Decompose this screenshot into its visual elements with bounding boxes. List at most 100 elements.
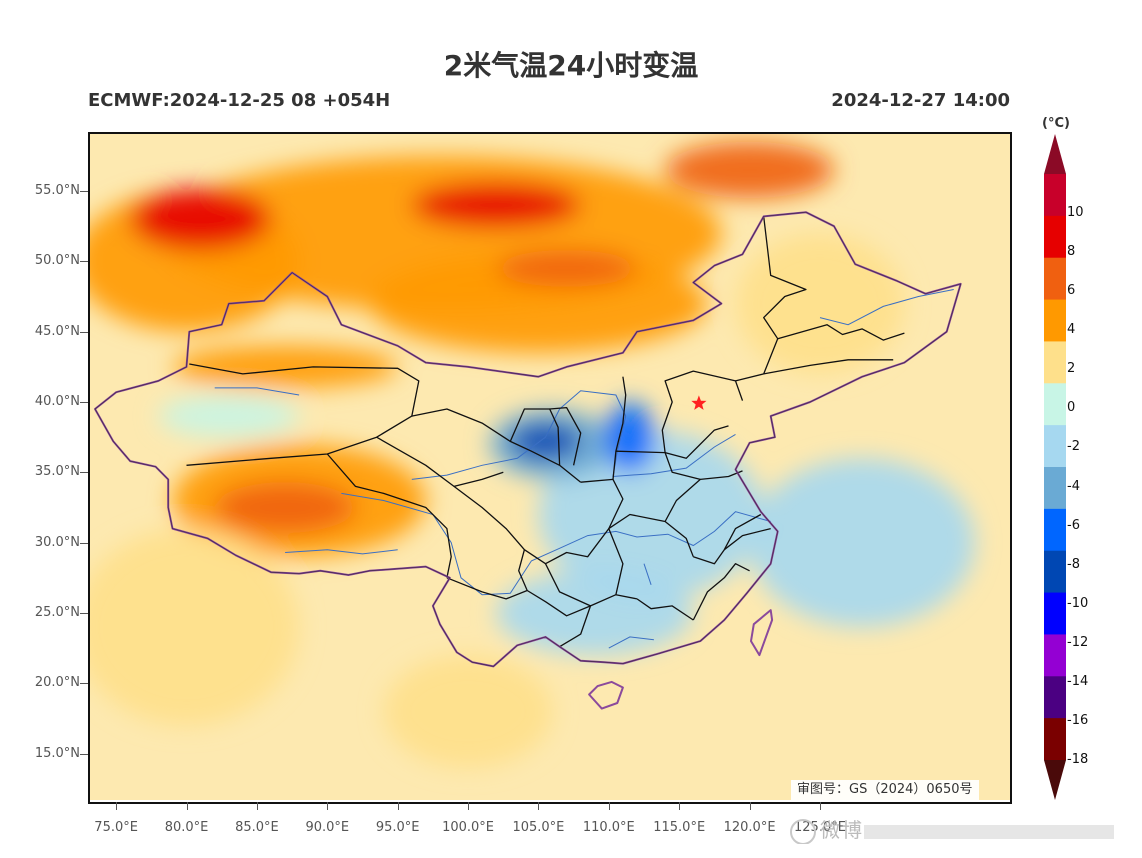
colorbar-tick-label: -10 (1067, 595, 1089, 611)
lon-tick-label: 75.0°E (94, 820, 138, 835)
watermark-handle (864, 824, 1114, 839)
lat-tick-label: 25.0°N (34, 604, 80, 620)
colorbar-tick-label: -2 (1067, 439, 1080, 455)
temp-region-india-mild (88, 528, 300, 726)
colorbar-segment (1044, 299, 1066, 342)
colorbar-segment (1044, 592, 1066, 635)
temp-region-tarim-cool (158, 394, 300, 438)
temperature-change-map[interactable] (88, 132, 1010, 800)
colorbar-extend-max-arrow (1044, 134, 1066, 174)
province-border (446, 577, 528, 600)
lat-tick-label: 40.0°N (34, 394, 80, 409)
colorbar-tick-label: 6 (1067, 283, 1076, 299)
province-border (763, 359, 894, 375)
lon-tick-label: 95.0°E (375, 820, 420, 835)
lat-tick-label: 30.0°N (34, 534, 80, 550)
colorbar-tick-label: 4 (1067, 322, 1076, 338)
colorbar-tick-label: -18 (1067, 752, 1089, 767)
province-border (777, 324, 905, 341)
temp-region-east-china-cool (538, 430, 764, 599)
lat-tick-label: 50.0°N (34, 253, 80, 269)
lon-tick-mark (679, 802, 681, 810)
lon-tick-mark (116, 802, 118, 810)
temp-region-altai-hot (411, 182, 581, 228)
colorbar-tick-label: -12 (1067, 634, 1089, 650)
temp-region-indochina-mild (383, 655, 553, 768)
river-line (608, 636, 654, 649)
chart-title: 2米气温24小时变温 (443, 49, 699, 82)
temp-region-tibet-hot (214, 482, 356, 533)
colorbar-segment (1044, 341, 1066, 384)
lat-tick-label: 35.0°N (34, 464, 80, 480)
colorbar-segment (1044, 383, 1066, 426)
temp-region-mongolia-hot (496, 250, 637, 287)
map-approval-number: 审图号：GS（2024）0650号 (791, 780, 979, 800)
lat-tick-mark (80, 683, 88, 685)
province-border (518, 549, 591, 617)
lat-tick-mark (80, 542, 88, 544)
province-border (692, 563, 750, 621)
colorbar-tick-label: -4 (1067, 478, 1080, 494)
province-border (723, 527, 771, 551)
taiwan-outline (750, 609, 774, 657)
watermark-text: 微博 (820, 818, 864, 842)
temp-region-xinjiang-warm (172, 345, 398, 388)
temp-region-siberia-hot (665, 141, 835, 199)
lon-tick-label: 115.0°E (653, 820, 706, 835)
temp-region-south-china-cool (496, 570, 694, 656)
province-border (664, 425, 729, 459)
river-layer (214, 289, 954, 649)
temp-region-loess-very-cold (510, 423, 581, 460)
capital-marker-layer (691, 395, 707, 410)
colorbar-extend-min-arrow (1044, 760, 1066, 800)
province-border (453, 485, 610, 565)
lat-tick-label: 45.0°N (34, 323, 80, 339)
colorbar-tick-label: 0 (1067, 400, 1076, 416)
colorbar-tick-label: -16 (1067, 712, 1089, 728)
lat-tick-mark (80, 402, 88, 403)
lon-tick-mark (186, 802, 188, 810)
national-border-layer (94, 211, 962, 710)
lat-tick-label: 15.0°N (34, 745, 80, 761)
lon-tick-label: 100.0°E (442, 820, 495, 835)
national-border-inner (94, 211, 962, 667)
province-border (608, 513, 694, 595)
river-line (285, 549, 398, 555)
colorbar-segment (1044, 508, 1066, 552)
lat-tick-mark (80, 191, 88, 193)
temp-region-northeast-mild (735, 233, 905, 374)
temp-region-sea-cool (749, 458, 975, 628)
lon-tick-label: 90.0°E (305, 820, 350, 835)
province-border (509, 408, 550, 442)
lon-tick-mark (468, 802, 470, 810)
colorbar-unit: (°C) (1042, 116, 1070, 131)
colorbar-tick-label: -8 (1067, 556, 1080, 572)
colorbar-segment (1044, 257, 1066, 301)
province-border (559, 605, 592, 648)
temperature-field (88, 141, 975, 768)
province-border (615, 450, 701, 481)
colorbar (1044, 134, 1066, 800)
lon-tick-mark (256, 802, 258, 810)
river-line (341, 492, 771, 596)
lat-tick-label: 20.0°N (34, 675, 80, 691)
map-panel[interactable] (88, 132, 1010, 800)
watermark: 微博 (790, 814, 1130, 844)
lon-tick-label: 105.0°E (512, 820, 565, 835)
colorbar-segment (1044, 425, 1066, 468)
lon-tick-label: 120.0°E (723, 820, 776, 835)
model-run-info: ECMWF:2024-12-25 08 +054H (88, 90, 391, 111)
lon-tick-label: 110.0°E (582, 820, 635, 835)
lat-tick-mark (80, 472, 88, 474)
colorbar-segment (1044, 718, 1066, 761)
colorbar-segment (1044, 634, 1066, 677)
province-borders (186, 216, 905, 648)
province-border (186, 363, 420, 466)
lon-tick-mark (819, 802, 821, 810)
lat-tick-mark (80, 612, 88, 614)
colorbar-tick-label: 10 (1067, 205, 1084, 221)
river-line (411, 390, 736, 480)
lon-tick-mark (397, 802, 399, 810)
lat-tick-mark (80, 753, 88, 755)
lon-tick-label: 80.0°E (164, 820, 209, 835)
